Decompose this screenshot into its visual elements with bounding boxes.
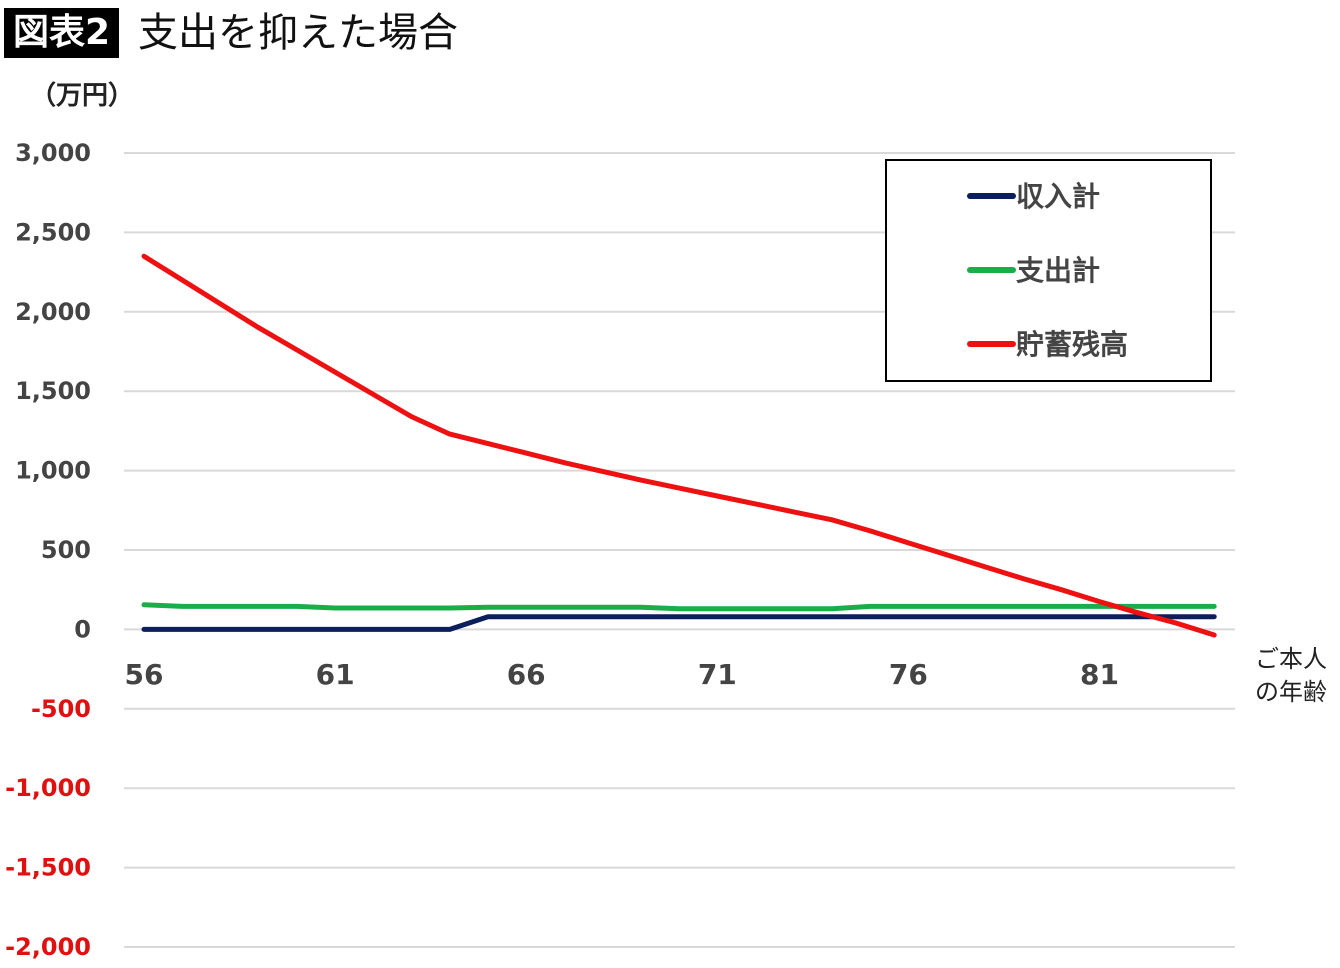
- y-tick-label: 1,500: [15, 377, 91, 405]
- x-tick-label: 81: [1080, 658, 1119, 691]
- y-axis-unit-label: （万円）: [30, 81, 134, 111]
- x-tick-label: 66: [507, 658, 546, 691]
- x-tick-label: 61: [316, 658, 355, 691]
- x-axis-label-line2: の年齢: [1255, 678, 1327, 706]
- gridlines: [124, 152, 1235, 948]
- y-tick-label: 2,000: [15, 298, 91, 326]
- y-tick-label: 2,500: [15, 218, 91, 246]
- x-axis-ticks: 56 61 66 71 76 81: [125, 658, 1119, 691]
- series-line: [141, 614, 1217, 632]
- y-tick-label: 0: [74, 615, 91, 643]
- x-tick-label: 71: [698, 658, 737, 691]
- legend-label: 貯蓄残高: [1016, 328, 1128, 361]
- legend-label: 収入計: [1016, 180, 1100, 213]
- y-tick-label: -1,000: [5, 774, 91, 802]
- chart-title: 支出を抑えた場合: [138, 10, 458, 56]
- series-line: [141, 253, 1217, 638]
- y-axis-ticks: 3,000 2,500 2,000 1,500 1,000 500 0 -500 -1,000 -…: [5, 139, 91, 961]
- y-tick-label: 1,000: [15, 457, 91, 485]
- y-tick-label: 3,000: [15, 139, 91, 167]
- x-tick-label: 76: [889, 658, 928, 691]
- chart-number-badge: 図表2: [4, 8, 120, 58]
- series-line: [141, 602, 1217, 612]
- x-axis-label-line1: ご本人: [1255, 645, 1327, 673]
- series-lines: [141, 253, 1217, 638]
- y-tick-label: -1,500: [5, 854, 91, 882]
- legend-box: [885, 159, 1212, 382]
- y-tick-label: 500: [41, 536, 91, 564]
- y-tick-label: -2,000: [5, 933, 91, 961]
- x-tick-label: 56: [125, 658, 164, 691]
- legend-label: 支出計: [1016, 254, 1100, 287]
- y-tick-label: -500: [31, 695, 91, 723]
